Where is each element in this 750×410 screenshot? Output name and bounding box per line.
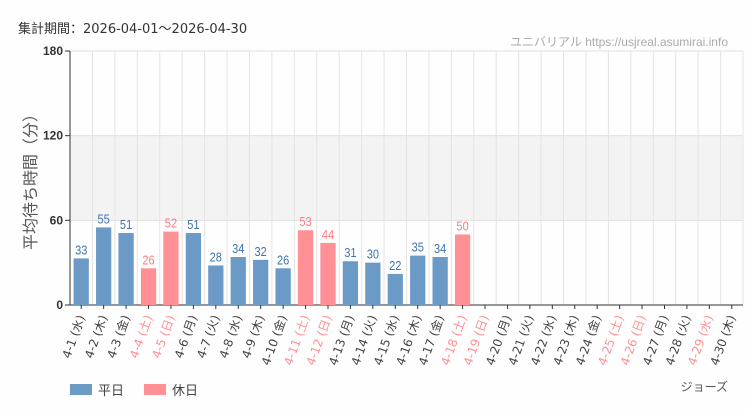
data-label: 26 [277,252,290,267]
data-label: 33 [75,243,88,258]
bar [118,233,134,305]
legend-holiday: 休日 [144,380,198,399]
y-axis-label: 平均待ち時間（分） [21,106,40,250]
bar [432,257,448,305]
y-tick-label: 60 [50,213,64,227]
period-label: 集計期間：2026-04-01～2026-04-30 [18,22,248,37]
bar [230,257,246,305]
data-label: 34 [434,241,447,256]
bar [365,262,381,305]
bar [253,259,269,305]
data-label: 55 [98,212,111,227]
bar [208,265,224,305]
bar [387,273,403,305]
site-credit: ユニバリアル https://usjreal.asumirai.info [510,35,728,49]
bar [163,231,179,305]
data-label: 22 [389,258,402,273]
bar [297,230,314,305]
data-label: 52 [165,216,178,231]
bar [320,242,336,305]
bar [140,268,157,305]
data-label: 50 [456,219,469,234]
data-label: 32 [255,244,268,259]
data-label: 51 [120,217,133,232]
attraction-name: ジョーズ [680,380,728,394]
bar [185,233,202,305]
bar [410,255,426,305]
legend: 平日 休日 [70,380,218,399]
data-label: 35 [412,240,425,255]
data-label: 26 [142,252,155,267]
data-label: 31 [344,245,357,260]
data-label: 28 [210,250,223,265]
bar [342,261,359,305]
bar [454,234,471,305]
legend-label: 休日 [172,384,199,399]
data-label: 34 [232,241,245,256]
legend-label: 平日 [98,384,125,399]
bar [73,258,89,305]
legend-swatch-weekday [70,384,92,395]
y-tick-label: 120 [43,129,63,143]
data-label: 53 [299,214,312,229]
data-label: 51 [187,217,200,232]
data-label: 44 [322,227,335,242]
bar [96,227,112,305]
y-tick-label: 0 [56,298,63,312]
legend-swatch-holiday [144,384,167,395]
bar [275,268,291,305]
legend-weekday: 平日 [70,380,124,399]
data-label: 30 [367,247,380,262]
y-tick-label: 180 [43,44,63,58]
